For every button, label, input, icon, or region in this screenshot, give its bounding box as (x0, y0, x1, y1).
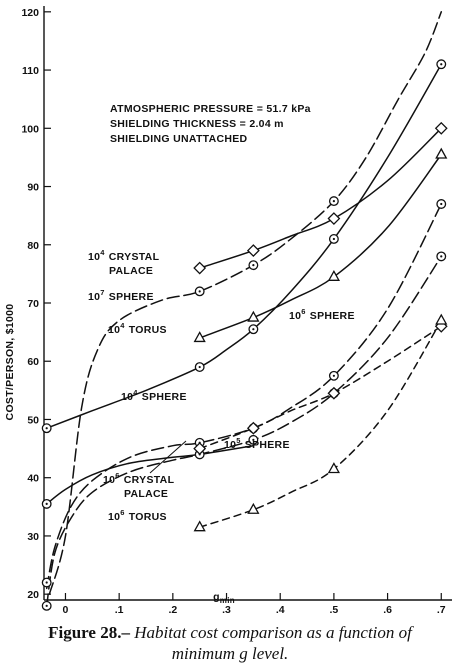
series-label-l1: 104 CRYSTAL (88, 248, 160, 263)
marker-dot-s105sphere (45, 581, 48, 584)
figure-caption-line2: minimum g level. (0, 643, 460, 664)
y-tick-label: 30 (27, 531, 39, 543)
marker-dot-s106sphere (440, 202, 443, 206)
marker-dot-s105sphere (45, 604, 48, 607)
series-label-l5: 106 SPHERE (289, 307, 355, 322)
caption-title-line2: minimum g level. (171, 644, 289, 663)
y-tick-label: 100 (21, 123, 39, 135)
series-line-s106sphere (45, 203, 443, 590)
marker-dot-s105sphere (252, 438, 255, 441)
note-unattached: SHIELDING UNATTACHED (110, 133, 248, 145)
marker-dot-s107sphere_marks (252, 264, 255, 267)
x-tick-label: .4 (276, 604, 285, 616)
y-tick-label: 20 (27, 589, 39, 601)
habitat-cost-chart: 20 30 40 50 60 70 80 90 100 110 120 0 .1 .2 .3 .4 .5 .6 .7… (4, 6, 452, 616)
y-tick-label: 80 (27, 240, 39, 252)
series-line-s106torus (198, 319, 443, 528)
series-labels: 104 CRYSTAL PALACE 107 SPHERE 104 TORUS 104 SPHE… (88, 248, 355, 523)
marker-dot-s106sphere (332, 374, 335, 377)
y-tick-label: 90 (27, 182, 39, 194)
x-tick-label: .2 (168, 604, 177, 616)
series-label-l7: 106 CRYSTAL (103, 471, 175, 486)
series-label-l8: 106 TORUS (108, 508, 167, 523)
annotation-notes: ATMOSPHERIC PRESSURE = 51.7 kPa SHIELDIN… (110, 103, 311, 145)
series-label-l4: 104 SPHERE (121, 388, 187, 403)
x-tick-label: .7 (437, 604, 446, 616)
marker-triangle-s104torus (193, 331, 206, 343)
marker-diamond-s104crystal (246, 244, 260, 258)
marker-diamond-s106crystal_dash (327, 386, 341, 400)
marker-triangle-s104torus (247, 310, 260, 322)
marker-dot-s105sphere (440, 255, 443, 258)
caption-figure-number: Figure 28.– (48, 623, 130, 642)
axis-ticks: 20 30 40 50 60 70 80 90 100 110 120 0 .1 .2 .3 .4 .5 .6 .7 (21, 7, 445, 616)
y-tick-label: 110 (22, 65, 39, 77)
series-label-l3: 104 TORUS (108, 321, 167, 336)
marker-triangle-s106torus (435, 313, 448, 325)
x-tick-label: .5 (330, 604, 339, 616)
y-tick-label: 40 (27, 473, 39, 485)
leader-line-l7 (149, 440, 187, 474)
marker-diamond-s104crystal (327, 212, 341, 225)
marker-triangle-s106torus (247, 502, 260, 514)
x-tick-label: .3 (222, 604, 231, 616)
caption-title-line1: Habitat cost comparison as a function of (134, 623, 412, 642)
marker-triangle-s104torus (435, 147, 448, 159)
marker-triangle-s104torus (327, 269, 340, 281)
x-tick-label: .1 (115, 604, 124, 616)
x-axis-title: gmin (213, 591, 235, 605)
marker-dot-s104sphere (45, 427, 48, 430)
note-pressure: ATMOSPHERIC PRESSURE = 51.7 kPa (110, 103, 311, 115)
marker-dot-s107sphere_marks (198, 290, 201, 293)
x-tick-label: 0 (63, 604, 69, 616)
y-axis-title: COST/PERSON, $1000 (4, 304, 16, 421)
series-line-s104sphere (45, 63, 443, 429)
series-curves (45, 11, 443, 607)
y-tick-label: 60 (27, 356, 39, 368)
series-line-s105sphere (45, 255, 443, 607)
marker-dot-s104sphere (440, 63, 443, 66)
series-markers (41, 59, 448, 611)
series-label-l6: 105 SPHERE (224, 436, 290, 451)
marker-dot-s107sphere_marks (332, 199, 335, 203)
y-tick-label: 50 (27, 414, 39, 426)
marker-diamond-s104crystal (434, 121, 448, 135)
y-tick-label: 70 (27, 298, 39, 310)
series-line-s106crystal_dash (198, 325, 443, 450)
marker-dot-s104sphere (252, 328, 255, 331)
marker-diamond-s106crystal_dash (246, 421, 260, 435)
marker-dot-s106crystal (45, 502, 48, 506)
series-label-l1-line2: PALACE (109, 265, 153, 277)
series-line-s107sphere (48, 11, 443, 595)
x-tick-label: .6 (383, 604, 392, 616)
note-thickness: SHIELDING THICKNESS = 2.04 m (110, 118, 284, 130)
marker-dot-s104sphere (332, 237, 335, 241)
marker-diamond-s104crystal (193, 261, 207, 275)
marker-triangle-s106torus (193, 520, 206, 532)
series-label-l7-line2: PALACE (124, 488, 168, 500)
series-label-l2: 107 SPHERE (88, 288, 154, 303)
marker-diamond-s106crystal_dash (193, 442, 207, 456)
y-tick-label: 120 (21, 7, 39, 19)
figure-caption: Figure 28.– Habitat cost comparison as a… (0, 622, 460, 643)
marker-dot-s104sphere (198, 365, 201, 369)
series-line-s104crystal (198, 127, 443, 269)
marker-triangle-s106torus (327, 462, 340, 474)
